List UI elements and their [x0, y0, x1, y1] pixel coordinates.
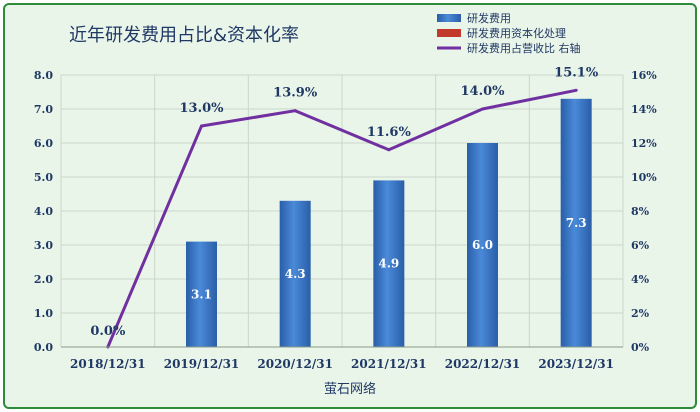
line-path	[106, 88, 577, 348]
legend-swatch	[437, 14, 461, 22]
chart-title: 近年研发费用占比&资本化率	[69, 25, 299, 46]
bar-value-label: 4.3	[285, 267, 306, 281]
line-value-label: 13.0%	[179, 101, 224, 116]
bar-value-label: 4.9	[378, 257, 399, 271]
x-tick-label: 2020/12/31	[257, 357, 333, 371]
line-point	[574, 88, 578, 92]
bars: 3.1 4.3 4.9 6.0 7.3	[186, 98, 592, 347]
bar-value-label: 7.3	[566, 216, 587, 230]
y2-tick-label: 14%	[631, 103, 657, 116]
line-point	[387, 148, 391, 152]
line-series: 0.0% 13.0% 13.9% 11.6% 14.0% 15.1%	[90, 65, 599, 349]
x-tick-label: 2019/12/31	[164, 357, 240, 371]
line-point	[200, 124, 203, 128]
y-tick-label: 0.0	[34, 341, 53, 354]
y2-tick-label: 12%	[631, 137, 657, 150]
y-tick-label: 1.0	[34, 307, 53, 320]
bar-value-label: 3.1	[191, 287, 212, 301]
bar	[560, 98, 592, 347]
bar	[186, 241, 217, 347]
chart: 近年研发费用占比&资本化率 3.1 4.3 4.9 6.0 7.3 0.0% 13.0% 1…	[34, 11, 657, 397]
y-tick-label: 3.0	[34, 239, 53, 252]
line-value-label: 15.1%	[554, 65, 599, 80]
line-value-label: 0.0%	[90, 324, 126, 339]
y2-tick-label: 4%	[631, 273, 650, 286]
y-tick-label: 2.0	[34, 273, 53, 286]
legend-swatch	[437, 29, 461, 37]
y2-tick-label: 16%	[631, 69, 657, 82]
y-tick-label: 7.0	[34, 103, 53, 116]
bar	[279, 200, 311, 347]
line-value-label: 14.0%	[460, 84, 505, 99]
x-axis-title: 萤石网络	[324, 381, 376, 397]
line-point	[293, 109, 297, 113]
y-tick-label: 8.0	[34, 69, 53, 82]
y2-tick-label: 0%	[631, 341, 650, 354]
x-tick-label: 2018/12/31	[70, 357, 146, 371]
line-value-label: 13.9%	[273, 86, 318, 101]
x-tick-label: 2021/12/31	[351, 357, 427, 371]
y2-tick-label: 2%	[631, 307, 650, 320]
line-value-label: 11.6%	[367, 125, 412, 140]
bar	[467, 143, 498, 347]
axes: 0.0 1.0 2.0 3.0 4.0 5.0 6.0 7.0 8.0 0% 2% 4% 6% 8% 10%…	[34, 69, 657, 371]
y2-tick-label: 10%	[631, 171, 657, 184]
legend-label: 研发费用资本化处理	[467, 26, 566, 40]
legend-label: 研发费用	[467, 11, 511, 25]
y-tick-label: 4.0	[34, 205, 53, 218]
grid	[60, 74, 624, 348]
line-point	[481, 107, 484, 111]
bar	[373, 180, 405, 347]
bar-value-label: 6.0	[472, 238, 493, 252]
y-tick-label: 5.0	[34, 171, 53, 184]
x-tick-label: 2023/12/31	[538, 357, 614, 371]
x-tick-label: 2022/12/31	[445, 357, 521, 371]
y2-tick-label: 8%	[631, 205, 650, 218]
chart-frame: 近年研发费用占比&资本化率 3.1 4.3 4.9 6.0 7.3 0.0% 13.0% 1…	[3, 3, 697, 409]
y2-tick-label: 6%	[631, 239, 650, 252]
y-tick-label: 6.0	[34, 137, 53, 150]
legend-label: 研发费用占营收比 右轴	[467, 41, 581, 55]
